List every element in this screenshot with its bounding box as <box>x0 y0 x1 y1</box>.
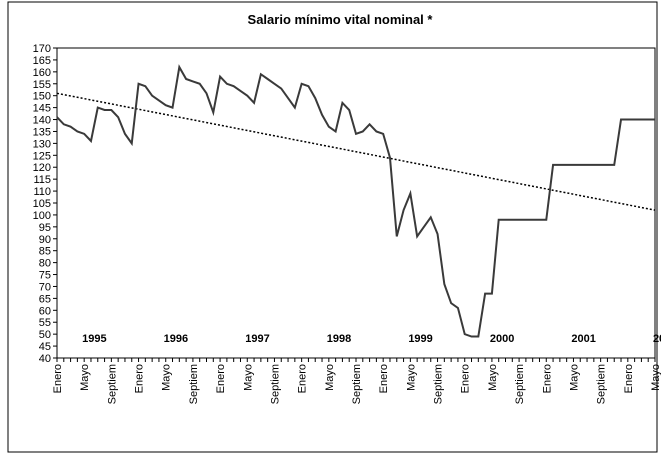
y-tick-label: 130 <box>33 138 51 150</box>
x-tick-label: Enero <box>134 364 146 393</box>
y-tick-label: 165 <box>33 55 51 67</box>
y-tick-label: 170 <box>33 43 51 55</box>
x-tick-label: Enero <box>623 364 635 393</box>
x-tick-label: Mayo <box>487 364 499 391</box>
y-tick-label: 105 <box>33 198 51 210</box>
x-tick-label: Septiem <box>269 364 281 404</box>
x-tick-label: Mayo <box>568 364 580 391</box>
x-tick-label: Septiem <box>188 364 200 404</box>
x-tick-label: Mayo <box>324 364 336 391</box>
y-tick-label: 70 <box>39 281 51 293</box>
y-tick-label: 145 <box>33 103 51 115</box>
year-label: 2000 <box>490 333 514 345</box>
x-tick-label: Septiem <box>596 364 608 404</box>
y-tick-label: 160 <box>33 67 51 79</box>
y-tick-label: 100 <box>33 210 51 222</box>
chart-frame <box>7 1 658 453</box>
y-tick-label: 115 <box>33 174 51 186</box>
x-tick-label: Mayo <box>242 364 254 391</box>
trend-line <box>56 92 656 211</box>
y-tick-label: 120 <box>33 162 51 174</box>
y-tick-label: 50 <box>39 329 51 341</box>
y-tick-label: 60 <box>39 305 51 317</box>
y-tick-label: 110 <box>33 186 51 198</box>
year-label: 1997 <box>245 333 269 345</box>
x-tick-label: Mayo <box>79 364 91 391</box>
x-tick-label: Septiem <box>514 364 526 404</box>
x-tick-label: Enero <box>297 364 309 393</box>
x-tick-label: Enero <box>52 364 64 393</box>
y-tick-label: 80 <box>39 258 51 270</box>
year-label: 1995 <box>82 333 106 345</box>
salary-line <box>56 64 655 338</box>
x-tick-label: Enero <box>541 364 553 393</box>
year-label: 2002 <box>653 333 661 345</box>
y-tick-label: 125 <box>33 150 51 162</box>
year-label: 1998 <box>327 333 351 345</box>
y-tick-label: 85 <box>39 246 51 258</box>
y-tick-label: 95 <box>39 222 51 234</box>
x-tick-label: Enero <box>215 364 227 393</box>
y-tick-label: 90 <box>39 234 51 246</box>
x-tick-label: Mayo <box>405 364 417 391</box>
y-tick-label: 65 <box>39 293 51 305</box>
year-label: 2001 <box>571 333 595 345</box>
y-tick-label: 55 <box>39 317 51 329</box>
x-tick-label: Septiem <box>351 364 363 404</box>
y-tick-label: 150 <box>33 91 51 103</box>
y-tick-label: 140 <box>33 115 51 127</box>
year-label: 1999 <box>408 333 432 345</box>
x-tick-label: Septiem <box>433 364 445 404</box>
y-tick-label: 40 <box>39 353 51 365</box>
x-tick-label: Enero <box>378 364 390 393</box>
x-tick-label: Septiem <box>106 364 118 404</box>
y-tick-label: 155 <box>33 79 51 91</box>
x-tick-label: Mayo <box>161 364 173 391</box>
x-tick-label: Mayo <box>650 364 661 391</box>
y-tick-label: 45 <box>39 341 51 353</box>
y-tick-label: 135 <box>33 126 51 138</box>
x-tick-label: Enero <box>460 364 472 393</box>
y-tick-label: 75 <box>39 270 51 282</box>
chart-title: Salario mínimo vital nominal * <box>248 12 434 27</box>
year-label: 1996 <box>164 333 188 345</box>
